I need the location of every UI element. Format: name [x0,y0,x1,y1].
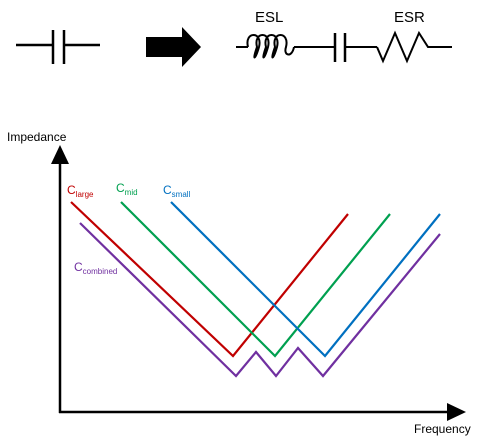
curve-c-small [170,201,441,358]
label-c-combined: Ccombined [74,260,117,276]
label-c-mid-base: C [116,181,125,195]
esl-label: ESL [255,9,283,26]
inductor-coil-icon [246,34,295,59]
chart-axes [58,162,449,414]
y-axis-arrow-icon [51,145,69,164]
label-c-combined-base: C [74,260,83,274]
label-c-small: Csmall [163,183,191,199]
curve-c-combined [79,222,441,378]
label-c-large: Clarge [67,183,94,199]
y-axis-label: Impedance [7,130,67,144]
curve-c-mid [120,201,391,358]
esr-label: ESR [394,9,425,26]
label-c-small-base: C [163,183,172,197]
x-axis-label: Frequency [414,422,471,436]
label-c-mid-sub: mid [125,188,138,197]
label-c-small-sub: small [172,190,191,199]
transform-arrow-icon [146,27,201,67]
label-c-mid: Cmid [116,181,138,197]
real-capacitor-model [236,30,452,64]
curve-c-large [70,201,349,358]
ideal-capacitor-symbol [16,30,100,64]
label-c-large-sub: large [76,190,94,199]
label-c-combined-sub: combined [83,267,118,276]
resistor-zigzag-icon [376,30,452,64]
x-axis-arrow-icon [447,403,466,421]
label-c-large-base: C [67,183,76,197]
